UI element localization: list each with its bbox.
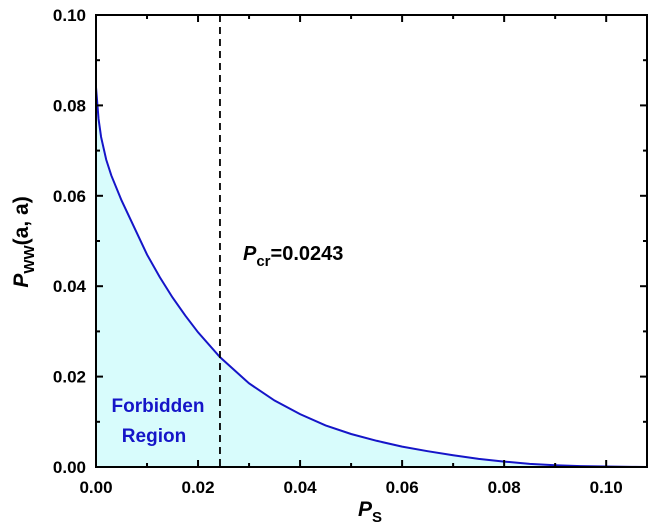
forbidden-region-label: Region bbox=[122, 426, 186, 447]
y-tick-labels: 0.00 0.02 0.04 0.06 0.08 0.10 bbox=[53, 6, 87, 477]
y-tick-label: 0.02 bbox=[53, 368, 86, 387]
x-tick-label: 0.10 bbox=[590, 478, 623, 497]
series-curve bbox=[95, 87, 648, 468]
y-tick-label: 0.04 bbox=[53, 277, 87, 296]
y-tick-label: 0.06 bbox=[53, 187, 86, 206]
x-tick-labels: 0.00 0.02 0.04 0.06 0.08 0.10 bbox=[79, 478, 622, 497]
axis-ticks bbox=[95, 14, 647, 468]
y-axis-label: PWW(a, a) bbox=[10, 196, 38, 287]
forbidden-region-fill bbox=[96, 87, 647, 467]
y-tick-label: 0.10 bbox=[53, 6, 86, 25]
x-tick-label: 0.06 bbox=[386, 478, 419, 497]
y-tick-label: 0.00 bbox=[53, 458, 86, 477]
x-tick-label: 0.04 bbox=[284, 478, 318, 497]
y-tick-label: 0.08 bbox=[53, 96, 86, 115]
x-tick-label: 0.00 bbox=[79, 478, 112, 497]
x-tick-label: 0.02 bbox=[181, 478, 214, 497]
x-tick-label: 0.08 bbox=[488, 478, 521, 497]
critical-value-label: Pcr=0.0243 bbox=[243, 243, 343, 270]
forbidden-region-label: Forbidden bbox=[112, 396, 205, 417]
x-axis-label: PS bbox=[358, 498, 382, 524]
